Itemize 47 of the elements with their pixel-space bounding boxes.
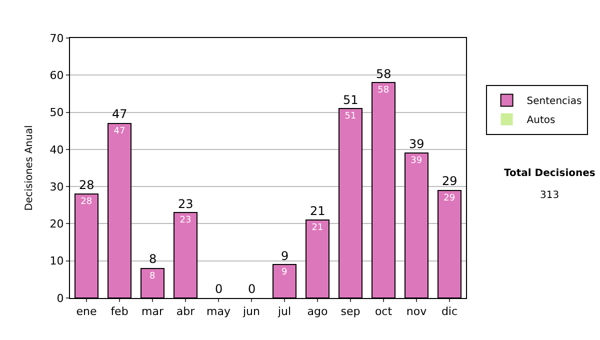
y-tick-label: 0 — [56, 292, 64, 305]
x-tick-label: oct — [374, 305, 393, 318]
y-tick-label: 30 — [50, 180, 64, 194]
y-tick-label: 40 — [50, 143, 64, 156]
data-label: 23 — [180, 216, 192, 226]
total-label: 28 — [79, 178, 94, 192]
y-tick-label: 50 — [50, 106, 64, 120]
total-label: 23 — [178, 197, 194, 211]
x-tick-label: ago — [307, 305, 328, 318]
x-tick-label: mar — [142, 305, 164, 318]
x-tick-label: feb — [110, 305, 128, 318]
x-tick-label: ene — [76, 305, 97, 318]
x-tick-label: jul — [276, 305, 292, 318]
y-tick-label: 10 — [50, 254, 64, 268]
total-label: 21 — [310, 204, 326, 218]
x-tick-label: may — [206, 305, 231, 318]
text: 313 — [540, 190, 560, 201]
data-label: 47 — [114, 126, 126, 136]
y-tick-label: 70 — [50, 32, 64, 45]
legend-label: Autos — [526, 115, 556, 126]
y-tick-label: 20 — [50, 218, 64, 231]
x-tick-label: dic — [441, 305, 458, 318]
total-label: 51 — [343, 93, 358, 107]
data-label: 8 — [150, 271, 156, 282]
total-label: 9 — [281, 249, 289, 263]
total-label: 58 — [376, 67, 392, 81]
x-tick-label: abr — [176, 305, 196, 318]
x-tick-label: sep — [340, 305, 360, 318]
data-label: 28 — [80, 197, 92, 207]
x-tick-label: nov — [406, 305, 428, 318]
y-axis-title: Decisiones Anual — [24, 125, 35, 211]
legend-label: Sentencias — [526, 96, 582, 108]
total-label: 39 — [409, 137, 424, 151]
x-tick-label: jun — [242, 305, 260, 318]
data-label: 21 — [312, 223, 324, 233]
total-label: 8 — [149, 252, 157, 266]
data-label: 51 — [344, 112, 356, 122]
total-label: 0 — [248, 282, 256, 296]
data-label: 29 — [444, 193, 456, 204]
data-label: 39 — [410, 156, 422, 166]
total-label: 29 — [442, 174, 458, 188]
data-label: 58 — [378, 86, 390, 96]
data-label: 9 — [282, 268, 288, 278]
total-label: 0 — [215, 282, 223, 296]
total-label: 47 — [112, 107, 128, 121]
y-tick-label: 60 — [50, 68, 64, 82]
text: Total Decisiones — [504, 168, 596, 179]
